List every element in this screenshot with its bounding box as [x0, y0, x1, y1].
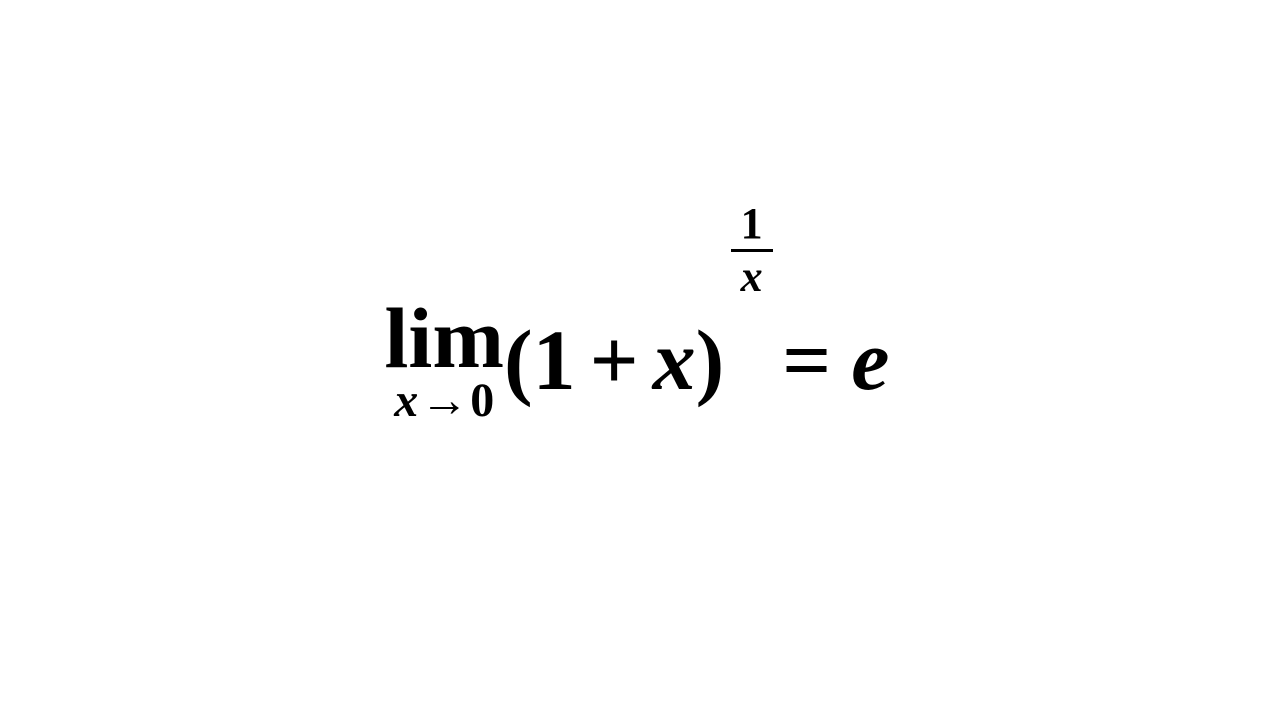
- exponent-numerator: 1: [741, 202, 763, 246]
- equation: lim x → 0 ( 1 + x ) 1 x = e: [385, 295, 896, 425]
- equation-canvas: lim x → 0 ( 1 + x ) 1 x = e: [0, 0, 1280, 720]
- limit-target: 0: [470, 377, 494, 425]
- close-paren-with-exponent: ) 1 x: [696, 310, 725, 410]
- open-paren: (: [504, 310, 533, 410]
- expression-body: ( 1 + x ) 1 x = e: [504, 310, 895, 410]
- limit-text: lim: [385, 295, 504, 381]
- close-paren: ): [696, 312, 725, 408]
- term-x: x: [653, 310, 696, 410]
- euler-e: e: [845, 310, 895, 410]
- limit-operator: lim x → 0: [385, 295, 504, 425]
- plus-operator: +: [576, 310, 653, 410]
- equals-sign: =: [724, 310, 845, 410]
- limit-subscript: x → 0: [394, 377, 494, 425]
- term-one: 1: [533, 310, 576, 410]
- exponent-denominator: x: [741, 255, 763, 299]
- limit-var: x: [394, 377, 418, 425]
- exponent-fraction: 1 x: [731, 202, 773, 299]
- arrow-icon: →: [418, 377, 470, 425]
